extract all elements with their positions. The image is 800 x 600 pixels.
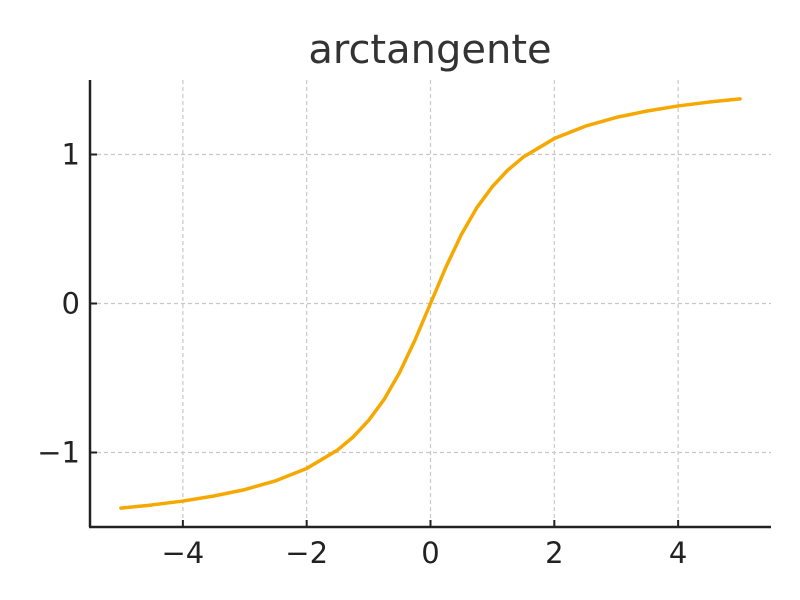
x-tick-label: −4 (161, 536, 204, 570)
plot-area (119, 97, 742, 510)
chart-title: arctangente (308, 27, 551, 73)
x-tick-label: 2 (545, 536, 563, 570)
y-tick-label: 1 (62, 138, 80, 172)
y-tick-label: −1 (37, 436, 80, 470)
x-tick-label: 0 (421, 536, 439, 570)
ticks: −4 −2 0 2 4 −1 0 1 (37, 138, 687, 571)
x-tick-label: −2 (285, 536, 328, 570)
x-tick-label: 4 (669, 536, 687, 570)
series-line (119, 97, 742, 510)
grid (90, 80, 771, 527)
y-tick-label: 0 (62, 287, 80, 321)
